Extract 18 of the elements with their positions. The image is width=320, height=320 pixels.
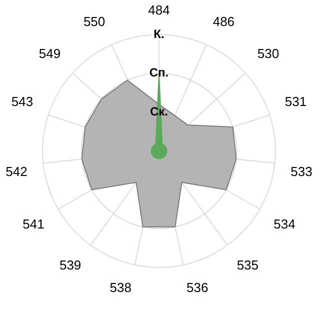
spoke-label: 535 bbox=[236, 257, 259, 272]
spoke-label: 550 bbox=[83, 14, 106, 29]
spoke-label: 549 bbox=[38, 46, 61, 62]
spoke-label: 539 bbox=[59, 257, 82, 272]
spoke-label: 531 bbox=[284, 94, 307, 109]
spoke-label: 533 bbox=[290, 164, 312, 180]
spoke-label: 543 bbox=[11, 94, 34, 109]
y-tick-label: Сп. bbox=[149, 66, 169, 80]
spoke-label: 538 bbox=[110, 280, 132, 295]
spoke-label: 486 bbox=[212, 14, 235, 29]
spoke-label: 530 bbox=[257, 46, 280, 62]
spoke-label: 536 bbox=[186, 280, 208, 295]
spoke-label: 484 bbox=[148, 2, 170, 18]
spoke-label: 542 bbox=[6, 164, 28, 180]
spoke-label: 541 bbox=[22, 216, 44, 232]
y-tick-label: Ск. bbox=[150, 104, 168, 119]
spoke-label: 534 bbox=[274, 216, 296, 232]
y-tick-label: К. bbox=[154, 26, 164, 41]
